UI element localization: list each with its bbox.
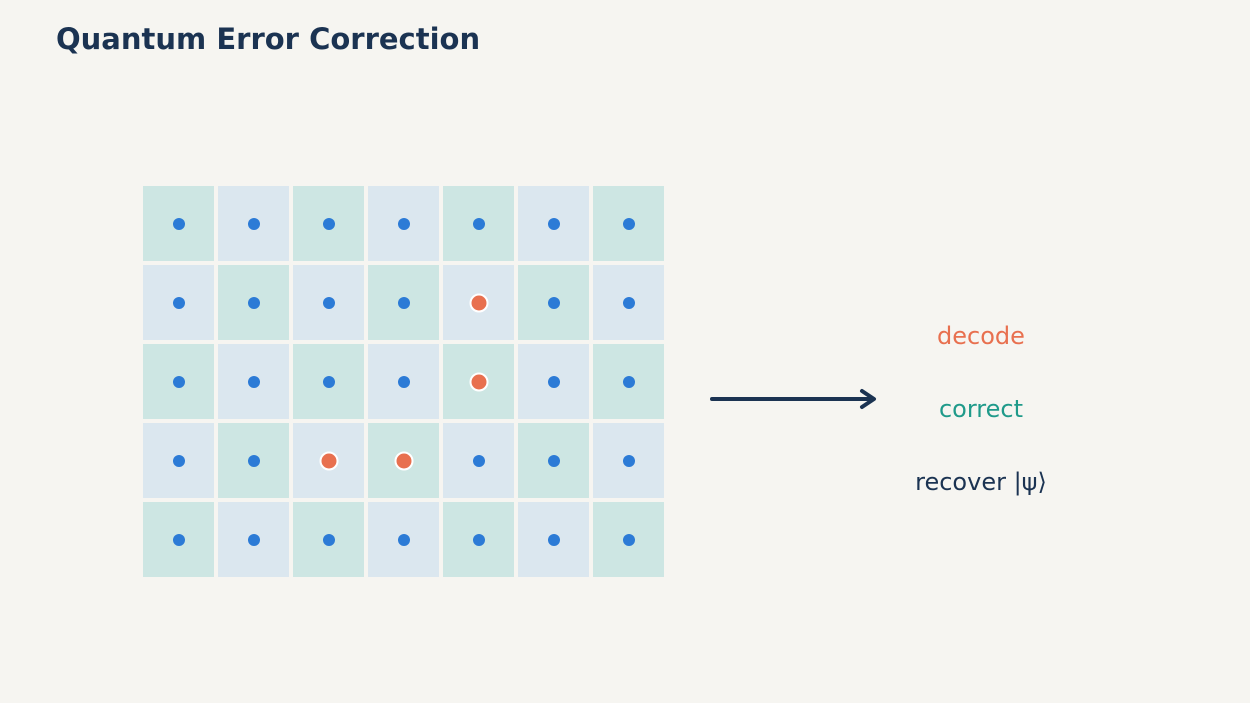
lattice-cell [518, 186, 589, 261]
data-qubit [547, 375, 560, 388]
lattice-cell [218, 265, 289, 340]
lattice-cell [518, 344, 589, 419]
lattice-cell [443, 344, 514, 419]
data-qubit [247, 375, 260, 388]
lattice-cell [143, 265, 214, 340]
data-qubit [397, 296, 410, 309]
lattice-cell [293, 423, 364, 498]
data-qubit [622, 296, 635, 309]
lattice-cell [293, 344, 364, 419]
lattice-cell [518, 502, 589, 577]
lattice-cell [218, 423, 289, 498]
data-qubit [247, 454, 260, 467]
data-qubit [547, 533, 560, 546]
lattice-cell [593, 502, 664, 577]
data-qubit [322, 533, 335, 546]
step-recover: recover |ψ⟩ [915, 468, 1047, 496]
data-qubit [397, 217, 410, 230]
data-qubit [547, 217, 560, 230]
lattice-cell [518, 265, 589, 340]
lattice-cell [593, 265, 664, 340]
lattice-cell [368, 265, 439, 340]
data-qubit [172, 296, 185, 309]
lattice-cell [218, 186, 289, 261]
lattice-cell [218, 502, 289, 577]
data-qubit [397, 533, 410, 546]
data-qubit [547, 454, 560, 467]
step-decode: decode [937, 322, 1025, 350]
lattice-cell [368, 186, 439, 261]
lattice-cell [293, 502, 364, 577]
page-title: Quantum Error Correction [56, 22, 481, 56]
data-qubit [622, 375, 635, 388]
lattice-cell [593, 186, 664, 261]
lattice-cell [593, 423, 664, 498]
lattice-cell [143, 423, 214, 498]
data-qubit [322, 217, 335, 230]
data-qubit [622, 217, 635, 230]
error-qubit [469, 293, 488, 312]
lattice-cell [443, 265, 514, 340]
data-qubit [247, 296, 260, 309]
lattice-cell [368, 423, 439, 498]
lattice-cell [443, 423, 514, 498]
error-qubit [469, 372, 488, 391]
data-qubit [472, 533, 485, 546]
lattice-cell [443, 502, 514, 577]
lattice-cell [143, 502, 214, 577]
lattice-cell [218, 344, 289, 419]
lattice-cell [593, 344, 664, 419]
data-qubit [322, 296, 335, 309]
data-qubit [622, 533, 635, 546]
data-qubit [472, 217, 485, 230]
lattice-cell [293, 186, 364, 261]
lattice-cell [368, 502, 439, 577]
lattice-cell [518, 423, 589, 498]
data-qubit [322, 375, 335, 388]
data-qubit [622, 454, 635, 467]
lattice-cell [443, 186, 514, 261]
error-qubit [319, 451, 338, 470]
surface-code-lattice [141, 184, 666, 578]
data-qubit [172, 454, 185, 467]
lattice-cell [293, 265, 364, 340]
data-qubit [172, 375, 185, 388]
data-qubit [247, 533, 260, 546]
lattice-cell [368, 344, 439, 419]
lattice-cell [143, 344, 214, 419]
data-qubit [547, 296, 560, 309]
data-qubit [172, 217, 185, 230]
data-qubit [397, 375, 410, 388]
data-qubit [247, 217, 260, 230]
data-qubit [172, 533, 185, 546]
lattice-cell [143, 186, 214, 261]
step-correct: correct [938, 395, 1024, 423]
arrow-right-icon [710, 389, 876, 409]
error-qubit [394, 451, 413, 470]
data-qubit [472, 454, 485, 467]
